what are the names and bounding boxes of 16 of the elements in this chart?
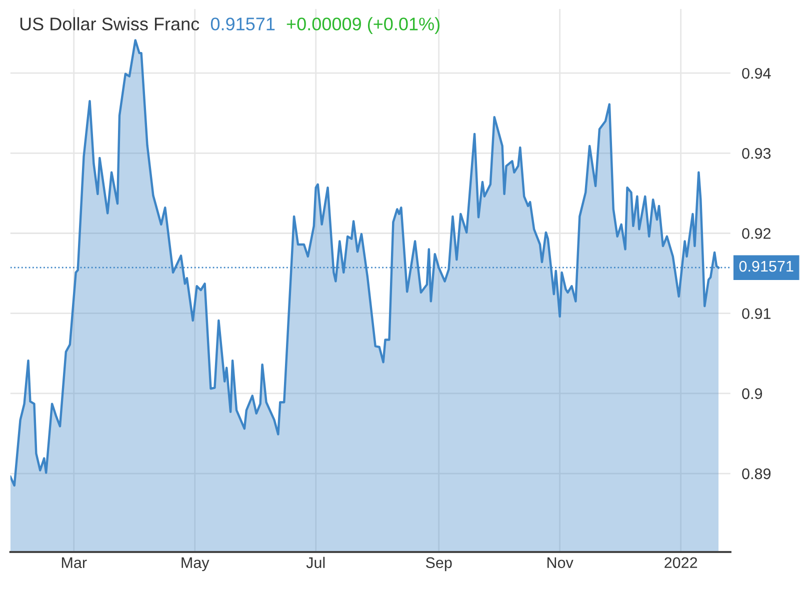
y-tick-label: 0.93	[742, 148, 771, 159]
y-tick-label: 0.94	[742, 68, 771, 79]
x-tick-label: Sep	[426, 557, 452, 572]
y-tick-label: 0.89	[742, 468, 771, 480]
x-tick-label: 2022	[664, 557, 698, 568]
chart-subtitle: 0.91571	[210, 18, 275, 30]
y-tick-label: 0.91	[742, 308, 770, 320]
x-tick-label: Mar	[62, 557, 87, 568]
ref-line-label: 0.91571	[739, 260, 794, 272]
x-tick-label: May	[182, 557, 210, 572]
chart-title: US Dollar Swiss Franc	[20, 17, 200, 30]
x-tick-label: Jul	[306, 556, 325, 568]
x-tick-label: Nov	[547, 557, 574, 568]
y-tick-label: 0.9	[742, 388, 762, 400]
annotation: +0.00009 (+0.01%)	[286, 17, 440, 34]
y-tick-label: 0.92	[742, 228, 770, 239]
